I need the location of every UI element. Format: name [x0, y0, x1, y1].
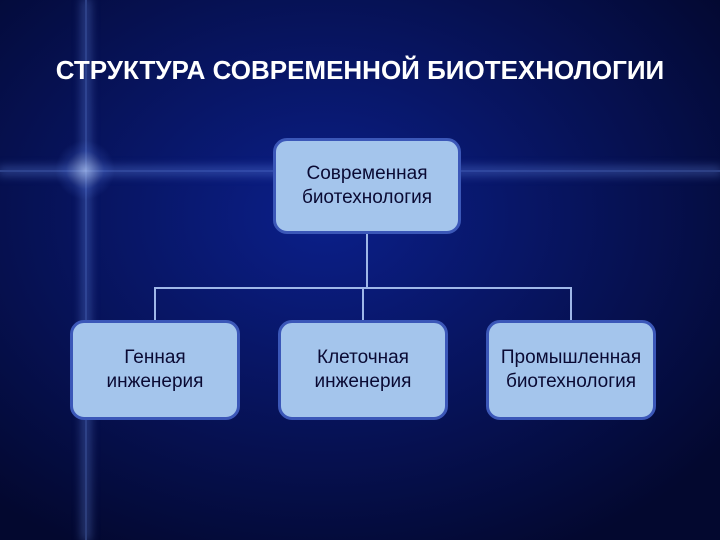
- slide: СТРУКТУРА СОВРЕМЕННОЙ БИОТЕХНОЛОГИИ Совр…: [0, 0, 720, 540]
- connector-child-2: [570, 288, 572, 320]
- node-gene: Геннаяинженерия: [70, 320, 240, 420]
- node-cell: Клеточнаяинженерия: [278, 320, 448, 420]
- node-gene-label: Геннаяинженерия: [107, 346, 204, 394]
- flare-core-glow: [55, 140, 115, 200]
- connector-child-1: [362, 288, 364, 320]
- node-root: Современнаябиотехнология: [273, 138, 461, 234]
- node-cell-label: Клеточнаяинженерия: [315, 346, 412, 394]
- node-industrial-label: Промышленнаябиотехнология: [501, 346, 641, 394]
- node-industrial: Промышленнаябиотехнология: [486, 320, 656, 420]
- node-root-label: Современнаябиотехнология: [302, 162, 432, 210]
- connector-child-0: [154, 288, 156, 320]
- slide-title: СТРУКТУРА СОВРЕМЕННОЙ БИОТЕХНОЛОГИИ: [0, 55, 720, 86]
- connector-root-down: [366, 234, 368, 288]
